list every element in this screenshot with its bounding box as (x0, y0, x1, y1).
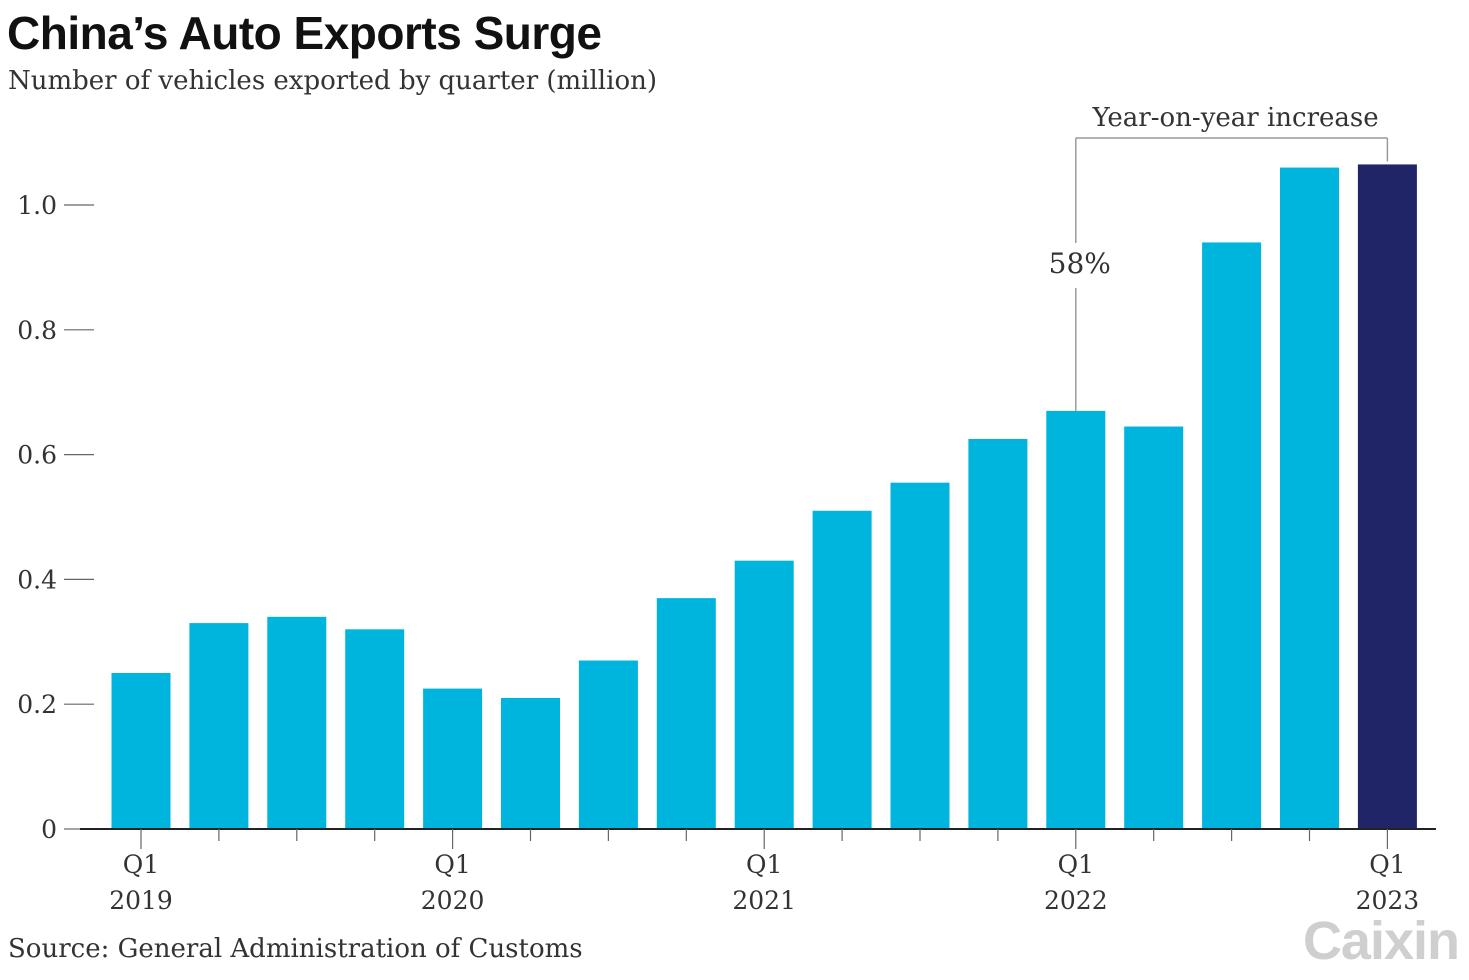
x-tick-label-year: 2021 (732, 886, 796, 915)
x-tick-label-year: 2022 (1044, 886, 1108, 915)
source-note: Source: General Administration of Custom… (8, 934, 583, 964)
annotation-label: Year-on-year increase (1092, 103, 1379, 133)
annotation-value: 58% (1049, 247, 1111, 280)
x-tick-label-quarter: Q1 (1058, 850, 1094, 879)
y-tick-label: 0.4 (17, 565, 57, 594)
bar (734, 560, 794, 829)
bar (1202, 242, 1262, 829)
bar (345, 629, 405, 829)
bar (1280, 167, 1339, 829)
x-tick-label-quarter: Q1 (1369, 850, 1405, 879)
bar (423, 688, 483, 829)
bar (656, 598, 716, 829)
y-tick-label: 1.0 (17, 191, 57, 220)
x-tick-label-year: 2019 (109, 886, 173, 915)
chart-title: China’s Auto Exports Surge (7, 7, 602, 59)
x-tick-label-quarter: Q1 (123, 850, 159, 879)
bar (1046, 410, 1106, 829)
x-tick-label-quarter: Q1 (746, 850, 782, 879)
y-tick-label: 0.6 (17, 441, 57, 470)
x-tick-label-year: 2020 (421, 886, 485, 915)
bar (111, 673, 171, 829)
x-tick-label-year: 2023 (1356, 886, 1420, 915)
bar-highlight (1357, 164, 1417, 829)
bar (267, 616, 327, 829)
bar (968, 439, 1028, 829)
y-tick-label: 0 (41, 815, 57, 844)
bar (189, 623, 249, 829)
y-tick-label: 0.2 (17, 690, 57, 719)
y-tick-label: 0.8 (17, 316, 57, 345)
bar (1124, 426, 1184, 829)
caixin-logo: Caixin (1302, 911, 1460, 971)
bar (812, 510, 872, 829)
bar (578, 660, 638, 829)
x-tick-label-quarter: Q1 (434, 850, 470, 879)
bar (501, 697, 560, 829)
chart-subtitle: Number of vehicles exported by quarter (… (8, 66, 657, 96)
bar (890, 482, 950, 829)
